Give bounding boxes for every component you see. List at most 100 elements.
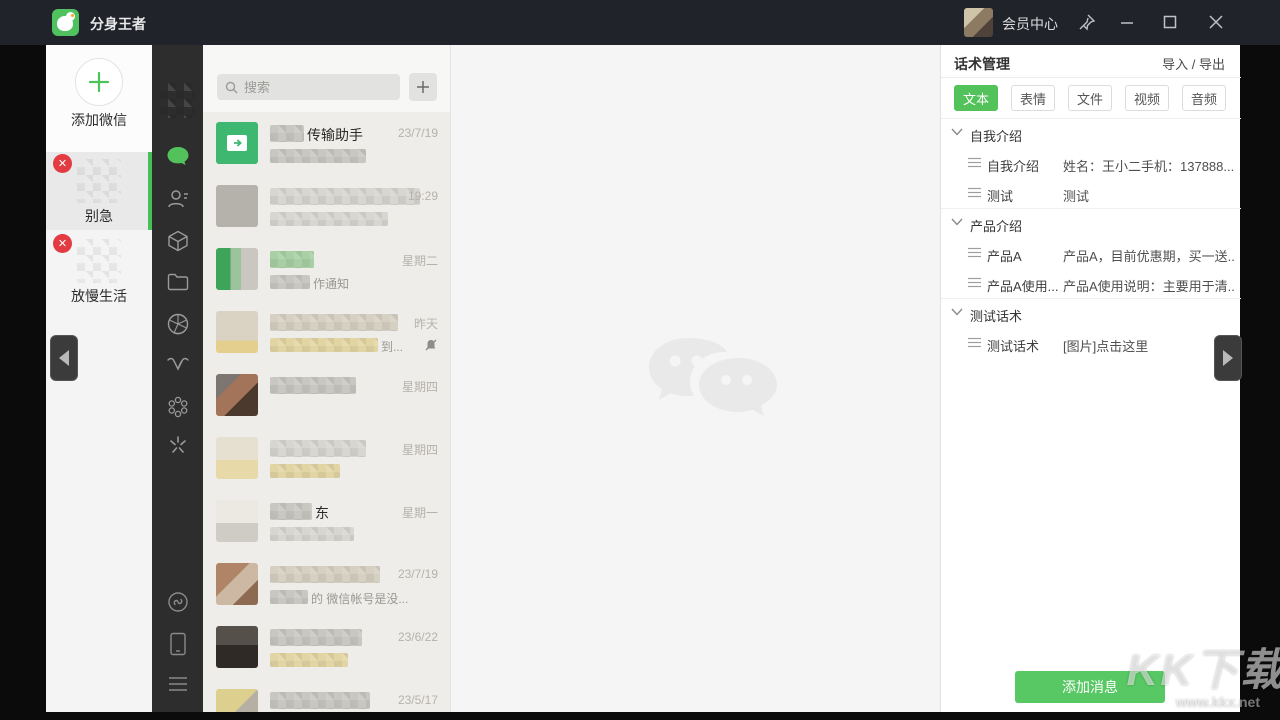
redacted-name [270,188,420,205]
redacted-message [270,590,308,604]
redacted-name [270,314,398,331]
tab-emoji[interactable]: 表情 [1011,85,1055,111]
maximize-button[interactable] [1155,8,1185,36]
chat-item-1[interactable]: 传输助手 23/7/19 [203,112,450,175]
search-box[interactable] [217,74,400,100]
account-avatar [77,239,121,283]
redacted-message [270,464,340,478]
channels-icon[interactable] [152,349,203,383]
chat-avatar [216,563,258,605]
tab-audio[interactable]: 音频 [1182,85,1226,111]
chat-item-8[interactable]: 的 微信帐号是没... 23/7/19 [203,553,450,616]
script-item[interactable]: 自我介绍 姓名：王小二手机：137888... [941,148,1241,178]
redacted-message [270,149,366,163]
pin-icon[interactable] [1072,8,1102,36]
phone-icon[interactable] [152,627,203,661]
new-chat-button[interactable] [409,73,437,101]
chat-time: 星期一 [401,506,438,520]
script-name: 产品A [987,249,1022,264]
minimize-button[interactable] [1112,8,1142,36]
group-name: 测试话术 [970,309,1023,324]
list-icon [968,157,981,168]
chat-avatar [216,248,258,290]
moments-icon[interactable] [152,307,203,341]
account-item-2[interactable]: ✕ 放慢生活 [46,232,152,310]
chat-item-4[interactable]: 到... 昨天 [203,301,450,364]
script-name: 自我介绍 [987,159,1040,174]
import-export-link[interactable]: 导入 / 导出 [1162,57,1225,72]
mute-icon [425,338,437,356]
group-header-test-script[interactable]: 测试话术 [941,298,1241,328]
chat-files-icon[interactable] [152,265,203,299]
script-type-tabs: 文本 表情 文件 视频 音频 [954,85,1226,111]
title-bar: 分身王者 会员中心 [0,0,1280,45]
chat-item-9[interactable]: 23/6/22 [203,616,450,679]
wechat-logo-watermark [641,330,791,445]
list-icon [968,277,981,288]
chat-time: 23/6/22 [397,630,438,644]
mini-programs-icon[interactable] [152,390,203,424]
chat-item-6[interactable]: 星期四 [203,427,450,490]
panel-title: 话术管理 [954,56,1010,72]
group-header-product-intro[interactable]: 产品介绍 [941,208,1241,238]
script-item[interactable]: 产品A使用... 产品A使用说明：主要用于清... [941,268,1241,298]
redacted-message [270,275,310,289]
chat-list-panel: 传输助手 23/7/19 19:29 作通知 星期二 [203,45,450,712]
redacted-name [270,440,366,457]
chat-avatar [216,626,258,668]
link-icon[interactable] [152,585,203,619]
account-name: 别急 [85,208,113,224]
add-message-button[interactable]: 添加消息 [1015,671,1165,703]
tab-text[interactable]: 文本 [954,85,998,111]
account-avatar [77,159,121,203]
tab-file[interactable]: 文件 [1068,85,1112,111]
more-menu-icon[interactable] [152,667,203,701]
redacted-name [270,377,356,394]
chat-item-5[interactable]: 星期四 [203,364,450,427]
close-button[interactable] [1201,8,1231,36]
script-item[interactable]: 测试 测试 [941,178,1241,208]
chevron-down-icon [951,128,963,136]
chat-item-2[interactable]: 19:29 [203,175,450,238]
chat-name-fragment: 传输助手 [307,127,363,143]
user-avatar[interactable] [964,8,993,37]
list-icon [968,187,981,198]
account-item-1[interactable]: ✕ 别急 [46,152,152,230]
search-input[interactable] [244,79,384,95]
add-wechat-button[interactable] [75,58,123,106]
chat-item-3[interactable]: 作通知 星期二 [203,238,450,301]
window-content: 添加微信 ✕ 别急 ✕ 放慢生活 [46,45,1242,712]
chat-time: 星期四 [401,380,438,394]
chat-icon[interactable] [152,140,203,174]
contacts-icon[interactable] [152,182,203,216]
group-header-self-intro[interactable]: 自我介绍 [941,118,1241,148]
redacted-name [270,629,362,646]
favorites-icon[interactable] [152,224,203,258]
plus-icon [88,71,110,93]
collapse-left-button[interactable] [50,335,78,381]
script-item[interactable]: 产品A 产品A，目前优惠期，买一送... [941,238,1241,268]
tab-video[interactable]: 视频 [1125,85,1169,111]
script-item[interactable]: 测试话术 [图片]点击这里 [941,328,1241,358]
redacted-name [270,692,370,709]
chat-item-7[interactable]: 东 星期一 [203,490,450,553]
chat-avatar [216,374,258,416]
chat-message-fragment: 作通知 [313,277,350,291]
script-manager-panel: 话术管理 导入 / 导出 文本 表情 文件 视频 音频 自我介绍 自我介绍 [940,45,1241,712]
chat-time: 星期四 [401,443,438,457]
collapse-right-button[interactable] [1214,335,1242,381]
chat-item-10[interactable]: 23/5/17 [203,679,450,712]
chat-avatar [216,185,258,227]
chat-time: 23/7/19 [397,567,438,581]
member-center-link[interactable]: 会员中心 [1002,16,1058,32]
chevron-down-icon [951,308,963,316]
wechat-profile-avatar[interactable] [160,83,195,118]
chat-message-fragment: 的 微信帐号是没... [311,592,409,606]
remove-account-icon[interactable]: ✕ [53,154,72,173]
chat-main-area [450,45,981,712]
redacted-message [270,338,378,352]
redacted-name [270,251,314,268]
search-tools-icon[interactable] [152,428,203,462]
remove-account-icon[interactable]: ✕ [53,234,72,253]
chat-time: 23/7/19 [397,126,438,140]
